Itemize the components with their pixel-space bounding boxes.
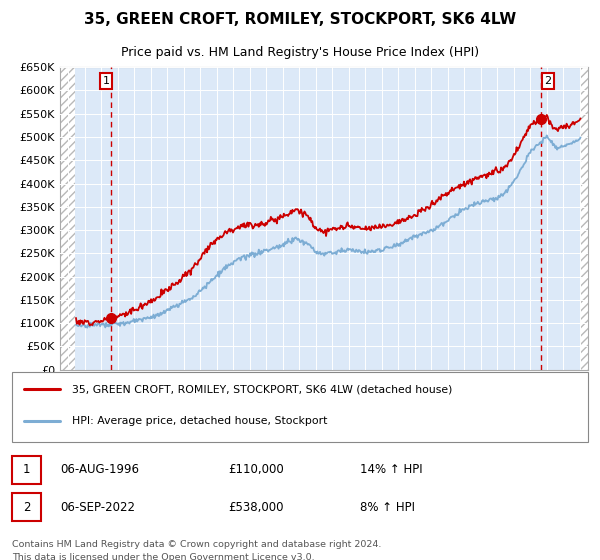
Text: Contains HM Land Registry data © Crown copyright and database right 2024.
This d: Contains HM Land Registry data © Crown c…	[12, 540, 382, 560]
FancyBboxPatch shape	[12, 493, 41, 521]
Text: 8% ↑ HPI: 8% ↑ HPI	[360, 501, 415, 514]
Text: Price paid vs. HM Land Registry's House Price Index (HPI): Price paid vs. HM Land Registry's House …	[121, 46, 479, 59]
Text: 1: 1	[23, 463, 30, 477]
FancyBboxPatch shape	[12, 456, 41, 484]
Text: 2: 2	[23, 501, 30, 514]
Text: 35, GREEN CROFT, ROMILEY, STOCKPORT, SK6 4LW (detached house): 35, GREEN CROFT, ROMILEY, STOCKPORT, SK6…	[72, 385, 452, 394]
Bar	[581, 67, 588, 370]
Text: 06-AUG-1996: 06-AUG-1996	[60, 463, 139, 477]
FancyBboxPatch shape	[12, 372, 588, 442]
Text: 35, GREEN CROFT, ROMILEY, STOCKPORT, SK6 4LW: 35, GREEN CROFT, ROMILEY, STOCKPORT, SK6…	[84, 12, 516, 27]
Text: £538,000: £538,000	[228, 501, 284, 514]
Bar	[60, 67, 75, 370]
Text: 2: 2	[544, 76, 551, 86]
Text: 14% ↑ HPI: 14% ↑ HPI	[360, 463, 422, 477]
Text: HPI: Average price, detached house, Stockport: HPI: Average price, detached house, Stoc…	[72, 416, 328, 426]
Text: £110,000: £110,000	[228, 463, 284, 477]
Text: 06-SEP-2022: 06-SEP-2022	[60, 501, 135, 514]
Text: 1: 1	[103, 76, 109, 86]
